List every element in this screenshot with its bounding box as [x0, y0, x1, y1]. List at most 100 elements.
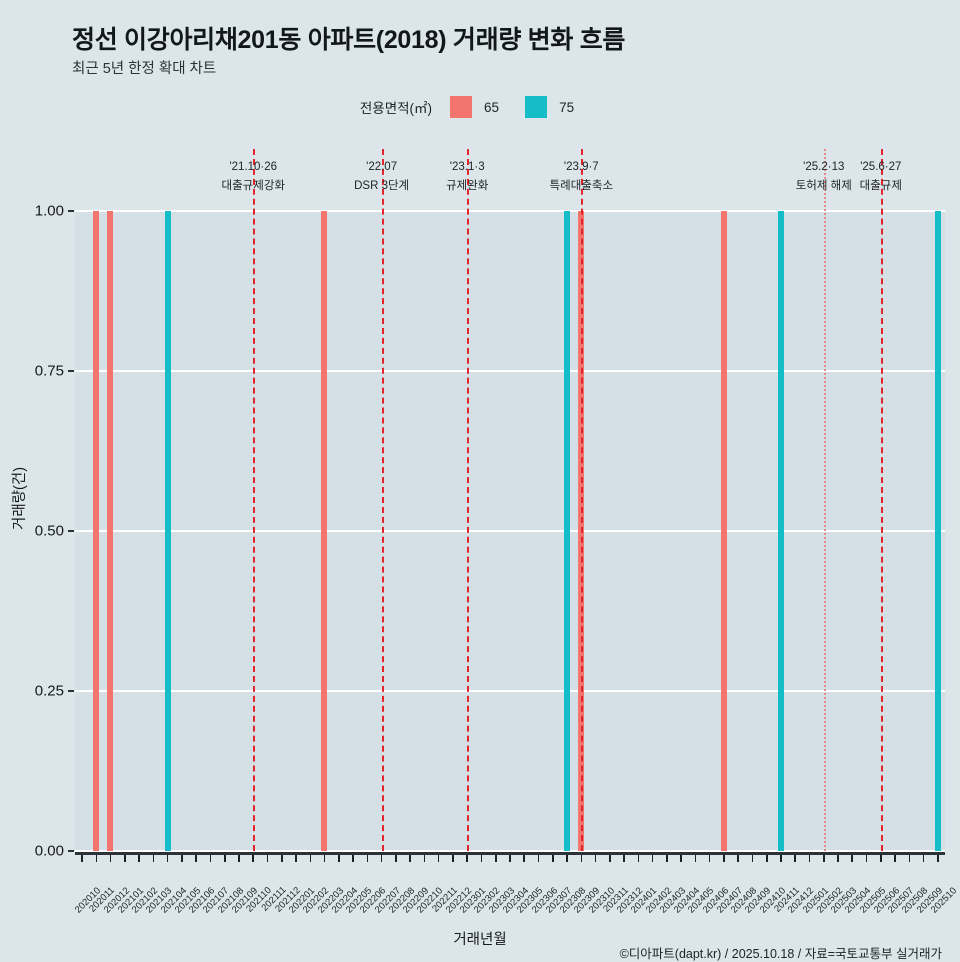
- y-tick-label: 0.50: [34, 522, 64, 540]
- x-tick-mark: [195, 855, 198, 862]
- x-tick-mark: [908, 855, 911, 862]
- chart-legend: 전용면적(㎡) 65 75: [0, 96, 960, 118]
- annotation-line-3: [581, 149, 584, 851]
- x-tick-mark: [851, 855, 854, 862]
- legend-label-75: 75: [559, 99, 575, 115]
- x-tick-mark: [651, 855, 654, 862]
- bar-75-202104[interactable]: [165, 211, 172, 851]
- legend-item-75[interactable]: 75: [525, 96, 574, 118]
- x-tick-mark: [437, 855, 440, 862]
- x-tick-mark: [880, 855, 882, 862]
- gridline: [75, 689, 945, 693]
- page-subtitle: 최근 5년 한정 확대 차트: [72, 61, 217, 77]
- legend-swatch-75: [525, 96, 548, 118]
- bar-65-202407[interactable]: [720, 211, 727, 851]
- x-tick-mark: [309, 855, 312, 862]
- annotation-date: '23.9·7: [563, 161, 599, 173]
- x-tick-mark: [166, 855, 169, 862]
- y-tick-label: 0.25: [34, 682, 64, 700]
- x-tick-mark: [395, 855, 397, 862]
- y-tick-label: 0.75: [34, 362, 64, 380]
- x-tick-mark: [252, 855, 255, 862]
- plot-area: [75, 149, 945, 853]
- x-tick-mark: [138, 855, 140, 862]
- annotation-line-1: [381, 149, 384, 851]
- bar-65-202309[interactable]: [577, 211, 584, 851]
- x-tick-mark: [209, 855, 212, 862]
- x-tick-mark: [922, 855, 925, 862]
- gridline: [75, 849, 945, 853]
- y-axis-label: 거래량(건): [12, 466, 28, 530]
- x-tick-mark: [223, 855, 226, 862]
- x-tick-mark: [751, 855, 754, 862]
- x-tick-mark: [109, 855, 112, 862]
- x-tick-mark: [181, 855, 183, 862]
- x-tick-mark: [152, 855, 155, 862]
- x-tick-mark: [637, 855, 640, 862]
- x-tick-mark: [366, 855, 369, 862]
- y-tick-mark: [68, 210, 74, 212]
- x-tick-mark: [794, 855, 797, 862]
- legend-label-65: 65: [484, 99, 500, 115]
- x-tick-mark: [708, 855, 711, 862]
- gridline: [75, 529, 945, 533]
- x-tick-mark: [423, 855, 426, 862]
- bar-75-202510[interactable]: [935, 211, 942, 851]
- x-tick-mark: [937, 855, 939, 862]
- x-tick-mark: [352, 855, 354, 862]
- x-tick-mark: [409, 855, 411, 862]
- x-tick-mark: [694, 855, 697, 862]
- bar-75-202411[interactable]: [778, 211, 785, 851]
- x-tick-mark: [266, 855, 269, 862]
- annotation-label: 대출규제: [859, 179, 902, 192]
- x-tick-mark: [737, 855, 739, 862]
- annotation-date: '21.10·26: [229, 161, 278, 173]
- x-tick-mark: [238, 855, 240, 862]
- x-tick-mark: [509, 855, 511, 862]
- x-tick-mark: [723, 855, 725, 862]
- legend-title: 전용면적(㎡): [359, 101, 433, 116]
- bar-75-202308[interactable]: [564, 211, 571, 851]
- x-tick-mark: [594, 855, 597, 862]
- x-tick-mark: [380, 855, 383, 862]
- x-tick-mark: [580, 855, 583, 862]
- x-tick-mark: [480, 855, 483, 862]
- annotation-label: 토허제 해제: [795, 179, 852, 192]
- annotation-line-5: [880, 149, 883, 851]
- y-tick-label: 1.00: [34, 202, 64, 220]
- x-tick-mark: [609, 855, 611, 862]
- legend-item-65[interactable]: 65: [450, 96, 499, 118]
- annotation-5: '25.6·27 대출규제: [860, 158, 902, 196]
- annotation-4: '25.2·13 토허제 해제: [796, 158, 852, 196]
- bar-65-202011[interactable]: [92, 211, 99, 851]
- annotation-date: '22.07: [366, 161, 398, 173]
- x-tick-mark: [295, 855, 297, 862]
- y-tick-mark: [68, 370, 74, 372]
- annotation-label: 특례대출축소: [549, 179, 614, 192]
- annotation-date: '25.2·13: [803, 161, 845, 173]
- x-tick-mark: [822, 855, 825, 862]
- page-title: 정선 이강아리채201동 아파트(2018) 거래량 변화 흐름: [72, 26, 626, 54]
- x-tick-mark: [338, 855, 340, 862]
- x-tick-mark: [808, 855, 811, 862]
- gridline: [75, 369, 945, 373]
- x-tick-mark: [623, 855, 625, 862]
- gridline: [75, 209, 945, 213]
- x-tick-mark: [281, 855, 283, 862]
- x-axis-label: 거래년월: [453, 932, 507, 948]
- x-tick-mark: [551, 855, 554, 862]
- footer-credit: ©디아파트(dapt.kr) / 2025.10.18 / 자료=국토교통부 실…: [619, 947, 942, 961]
- x-tick-mark: [323, 855, 326, 862]
- x-tick-mark: [452, 855, 454, 862]
- annotation-0: '21.10·26 대출규제강화: [222, 158, 285, 196]
- annotation-3: '23.9·7 특례대출축소: [550, 158, 613, 196]
- x-tick-mark: [124, 855, 126, 862]
- x-tick-mark: [680, 855, 682, 862]
- annotation-date: '25.6·27: [860, 161, 902, 173]
- annotation-label: 대출규제강화: [221, 179, 286, 192]
- x-tick-mark: [894, 855, 896, 862]
- bar-65-202203[interactable]: [321, 211, 328, 851]
- bar-65-202012[interactable]: [107, 211, 114, 851]
- x-tick-mark: [865, 855, 868, 862]
